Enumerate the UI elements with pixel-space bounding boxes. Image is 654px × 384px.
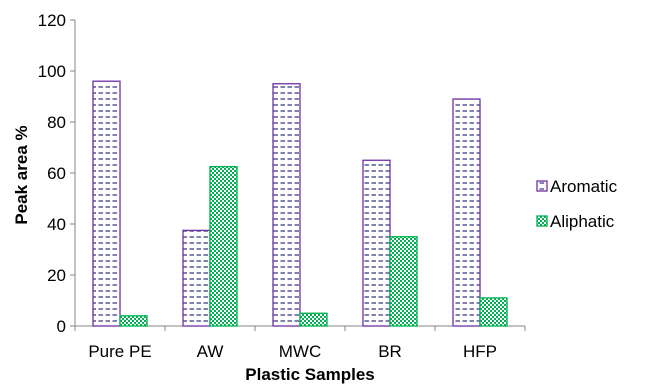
- y-tick-label: 80: [47, 113, 66, 132]
- bar-aromatic-br: [362, 159, 391, 327]
- y-tick-label: 0: [57, 317, 66, 336]
- y-tick-label: 40: [47, 215, 66, 234]
- y-axis: 0 20 40 60 80 100 120: [38, 11, 76, 336]
- bars: [92, 80, 508, 327]
- bar-aromatic-mwc: [272, 83, 301, 327]
- legend-label-aliphatic: Aliphatic: [550, 212, 615, 231]
- x-axis-title: Plastic Samples: [245, 365, 374, 384]
- y-tick-label: 20: [47, 266, 66, 285]
- y-tick-label: 60: [47, 164, 66, 183]
- x-tick-label: AW: [197, 342, 224, 361]
- x-tick-label: BR: [378, 342, 402, 361]
- legend-swatch-aromatic: [536, 180, 548, 192]
- bar-aliphatic-br: [389, 236, 418, 327]
- x-tick-label: Pure PE: [88, 342, 151, 361]
- bar-aliphatic-mwc: [299, 312, 328, 327]
- legend: Aromatic Aliphatic: [536, 177, 618, 231]
- y-tick-label: 100: [38, 62, 66, 81]
- bar-aliphatic-hfp: [479, 297, 508, 327]
- y-tick-label: 120: [38, 11, 66, 30]
- legend-swatch-aliphatic: [536, 215, 548, 227]
- x-axis: Pure PE AW MWC BR HFP: [74, 325, 526, 361]
- bar-aliphatic-aw: [209, 165, 238, 327]
- bar-aromatic-pure-pe: [92, 80, 121, 327]
- bar-aliphatic-pure-pe: [119, 315, 148, 327]
- bar-aromatic-hfp: [452, 98, 481, 327]
- legend-label-aromatic: Aromatic: [550, 177, 618, 196]
- x-tick-label: HFP: [463, 342, 497, 361]
- bar-aromatic-aw: [182, 229, 211, 327]
- y-axis-title: Peak area %: [12, 125, 31, 224]
- x-tick-label: MWC: [279, 342, 321, 361]
